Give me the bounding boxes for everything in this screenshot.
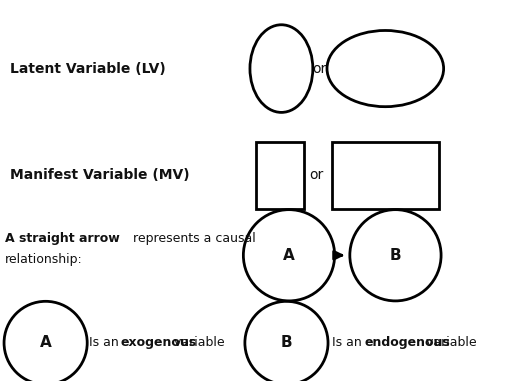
Text: or: or bbox=[310, 168, 324, 182]
Text: A straight arrow: A straight arrow bbox=[5, 232, 120, 245]
Text: Is an: Is an bbox=[332, 336, 366, 349]
Text: A: A bbox=[40, 335, 52, 351]
Bar bbox=[332, 142, 439, 209]
Text: A: A bbox=[283, 248, 295, 263]
Text: endogenous: endogenous bbox=[364, 336, 450, 349]
Text: or: or bbox=[312, 62, 327, 75]
Text: represents a causal: represents a causal bbox=[129, 232, 256, 245]
Text: exogenous: exogenous bbox=[121, 336, 197, 349]
Text: variable: variable bbox=[422, 336, 477, 349]
Bar bbox=[256, 142, 304, 209]
Text: Latent Variable (LV): Latent Variable (LV) bbox=[10, 62, 166, 75]
Text: B: B bbox=[390, 248, 401, 263]
Text: Manifest Variable (MV): Manifest Variable (MV) bbox=[10, 168, 190, 182]
Text: relationship:: relationship: bbox=[5, 253, 83, 266]
Text: variable: variable bbox=[170, 336, 225, 349]
Text: B: B bbox=[281, 335, 292, 351]
Text: Is an: Is an bbox=[89, 336, 123, 349]
